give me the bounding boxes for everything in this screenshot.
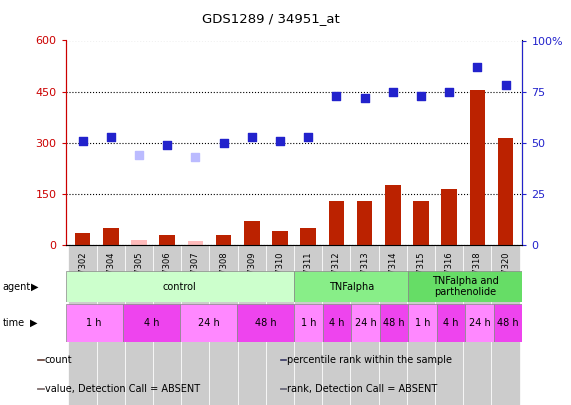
Bar xyxy=(153,245,181,405)
Text: rank, Detection Call = ABSENT: rank, Detection Call = ABSENT xyxy=(287,384,437,394)
Bar xyxy=(244,221,260,245)
Bar xyxy=(294,245,322,405)
Bar xyxy=(237,304,294,342)
Bar xyxy=(123,304,180,342)
Point xyxy=(134,152,143,158)
Bar xyxy=(300,228,316,245)
Text: value, Detection Call = ABSENT: value, Detection Call = ABSENT xyxy=(45,384,200,394)
Point xyxy=(304,133,313,140)
Bar xyxy=(188,241,203,245)
Bar xyxy=(294,304,323,342)
Text: control: control xyxy=(163,281,197,292)
Bar xyxy=(66,271,294,302)
Point xyxy=(219,140,228,146)
Bar xyxy=(37,388,43,390)
Text: 48 h: 48 h xyxy=(255,318,276,328)
Bar xyxy=(280,359,286,360)
Bar xyxy=(379,245,407,405)
Point xyxy=(445,88,454,95)
Bar xyxy=(413,201,429,245)
Bar xyxy=(351,245,379,405)
Bar xyxy=(351,304,380,342)
Text: 4 h: 4 h xyxy=(443,318,459,328)
Bar xyxy=(408,304,437,342)
Bar xyxy=(37,359,43,360)
Text: 1 h: 1 h xyxy=(300,318,316,328)
Bar xyxy=(407,245,435,405)
Bar xyxy=(66,304,123,342)
Point xyxy=(360,94,369,101)
Point xyxy=(388,88,397,95)
Point xyxy=(78,137,87,144)
Bar xyxy=(159,235,175,245)
Bar xyxy=(266,245,294,405)
Bar xyxy=(435,245,463,405)
Point xyxy=(501,82,510,89)
Text: 48 h: 48 h xyxy=(497,318,519,328)
Bar xyxy=(498,138,513,245)
Text: count: count xyxy=(45,355,72,365)
Bar xyxy=(492,245,520,405)
Text: 1 h: 1 h xyxy=(86,318,102,328)
Bar xyxy=(357,201,372,245)
Text: agent: agent xyxy=(3,281,31,292)
Bar xyxy=(294,271,408,302)
Point xyxy=(275,137,284,144)
Point xyxy=(163,142,172,148)
Bar xyxy=(180,304,237,342)
Bar xyxy=(385,185,400,245)
Bar xyxy=(280,388,286,390)
Bar xyxy=(494,304,522,342)
Bar xyxy=(272,231,288,245)
Point xyxy=(106,133,115,140)
Point xyxy=(247,133,256,140)
Point xyxy=(332,92,341,99)
Bar xyxy=(96,245,125,405)
Bar xyxy=(437,304,465,342)
Bar xyxy=(463,245,492,405)
Text: ▶: ▶ xyxy=(31,281,39,292)
Text: 24 h: 24 h xyxy=(198,318,219,328)
Bar xyxy=(75,233,90,245)
Text: percentile rank within the sample: percentile rank within the sample xyxy=(287,355,452,365)
Bar xyxy=(328,201,344,245)
Bar xyxy=(210,245,238,405)
Text: ▶: ▶ xyxy=(30,318,38,328)
Point xyxy=(473,64,482,70)
Bar xyxy=(380,304,408,342)
Text: TNFalpha and
parthenolide: TNFalpha and parthenolide xyxy=(432,276,498,297)
Text: 24 h: 24 h xyxy=(469,318,490,328)
Bar xyxy=(323,304,351,342)
Bar xyxy=(322,245,351,405)
Bar xyxy=(103,228,119,245)
Bar xyxy=(181,245,210,405)
Text: time: time xyxy=(3,318,25,328)
Text: 4 h: 4 h xyxy=(329,318,345,328)
Text: 1 h: 1 h xyxy=(415,318,431,328)
Bar xyxy=(69,245,96,405)
Bar xyxy=(216,235,231,245)
Text: GDS1289 / 34951_at: GDS1289 / 34951_at xyxy=(202,12,340,25)
Bar xyxy=(408,271,522,302)
Point xyxy=(416,92,425,99)
Bar xyxy=(469,90,485,245)
Text: 48 h: 48 h xyxy=(383,318,405,328)
Bar xyxy=(238,245,266,405)
Bar xyxy=(465,304,494,342)
Point xyxy=(191,154,200,160)
Text: TNFalpha: TNFalpha xyxy=(328,281,374,292)
Bar xyxy=(125,245,153,405)
Bar xyxy=(131,240,147,245)
Text: 24 h: 24 h xyxy=(355,318,376,328)
Text: 4 h: 4 h xyxy=(143,318,159,328)
Bar xyxy=(441,189,457,245)
